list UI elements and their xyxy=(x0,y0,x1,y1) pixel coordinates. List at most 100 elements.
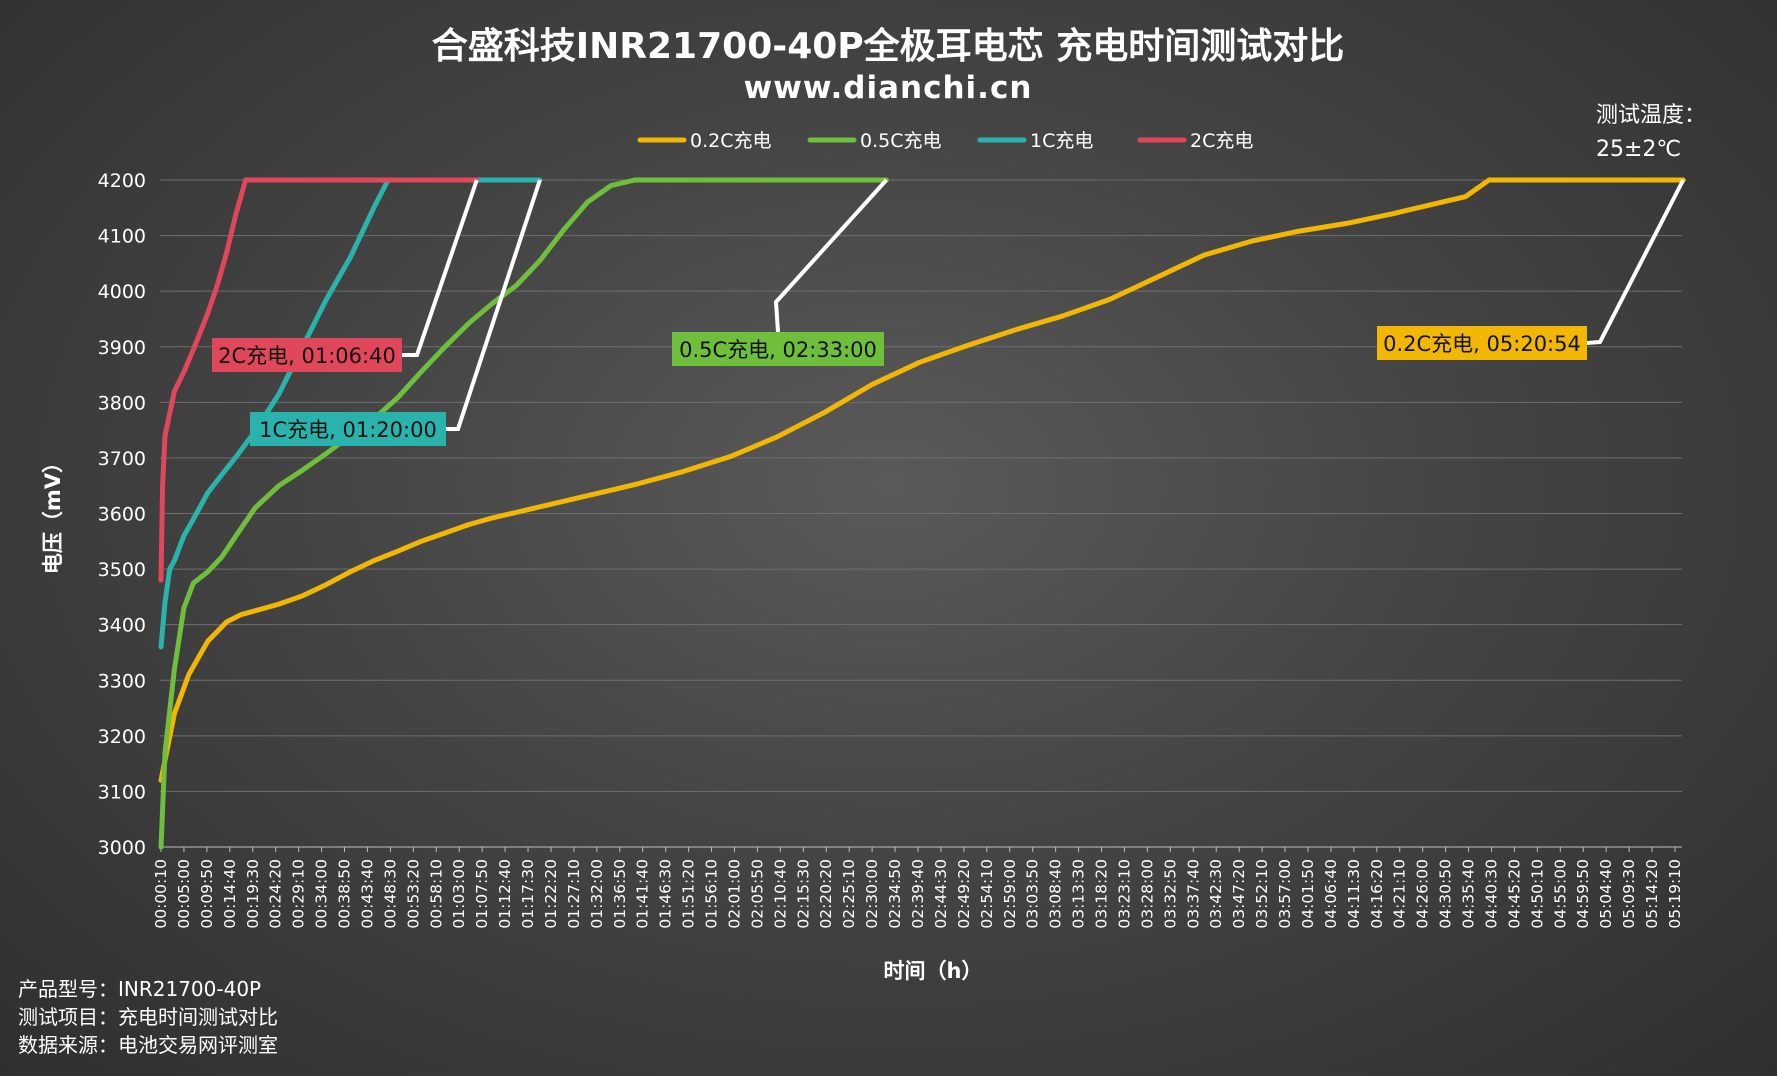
x-tick-label: 01:12:40 xyxy=(496,859,514,929)
x-tick-label: 01:03:00 xyxy=(450,859,468,929)
x-tick-label: 01:22:20 xyxy=(542,859,560,929)
x-tick-label: 04:21:10 xyxy=(1391,859,1409,929)
x-tick-label: 00:58:10 xyxy=(427,859,445,929)
callout-label-3: 0.2C充电, 05:20:54 xyxy=(1383,332,1581,356)
y-tick-label-3700: 3700 xyxy=(98,448,146,470)
y-axis-label: 电压（mV） xyxy=(41,452,65,574)
x-tick-label: 00:29:10 xyxy=(290,859,308,929)
x-tick-label: 00:43:40 xyxy=(358,859,376,929)
x-tick-label: 03:52:10 xyxy=(1253,859,1271,929)
x-tick-label: 01:17:30 xyxy=(519,859,537,929)
series-line-3 xyxy=(158,177,480,583)
callout-label-0: 2C充电, 01:06:40 xyxy=(218,344,396,368)
y-tick-label-3300: 3300 xyxy=(98,670,146,692)
x-tick-label: 00:05:00 xyxy=(175,859,193,929)
temperature-note-value: 25±2℃ xyxy=(1596,137,1681,162)
x-tick-label: 01:46:30 xyxy=(657,859,675,929)
y-axis-ticks: 3000 3100 3200 3300 3400 3500 3600 3700 3800 3900… xyxy=(98,170,146,859)
x-tick-label: 03:32:50 xyxy=(1161,859,1179,929)
y-tick-label-3100: 3100 xyxy=(98,781,146,803)
x-tick-label: 03:42:30 xyxy=(1207,859,1225,929)
x-tick-label: 03:47:20 xyxy=(1230,859,1248,929)
callout-label-2: 0.5C充电, 02:33:00 xyxy=(679,338,877,362)
y-tick-label-4200: 4200 xyxy=(98,170,146,192)
x-tick-label: 00:53:20 xyxy=(404,859,422,929)
x-tick-label: 05:19:10 xyxy=(1666,859,1684,929)
x-tick-label: 01:56:10 xyxy=(703,859,721,929)
x-tick-label: 01:27:10 xyxy=(565,859,583,929)
callouts: 2C充电, 01:06:40 1C充电, 01:20:00 0.5C充电, 02:3… xyxy=(212,178,1685,446)
footer-item: 测试项目：充电时间测试对比 xyxy=(18,1005,278,1029)
x-tick-label: 01:51:20 xyxy=(680,859,698,929)
x-axis-ticks: 00:00:10 00:05:00 00:09:50 00:14:40 00:19:30… xyxy=(152,847,1684,929)
x-tick-label: 04:40:30 xyxy=(1482,859,1500,929)
x-tick-label: 03:37:40 xyxy=(1184,859,1202,929)
callout-box-0 xyxy=(212,338,402,372)
callout-box-1 xyxy=(250,412,446,446)
callout-leader-1 xyxy=(446,179,542,431)
x-tick-label: 02:15:30 xyxy=(794,859,812,929)
x-tick-label: 02:25:10 xyxy=(840,859,858,929)
legend: 0.2C充电 0.5C充电 1C充电 2C充电 xyxy=(637,130,1253,152)
series-line-0 xyxy=(158,177,1686,783)
x-tick-label: 04:16:20 xyxy=(1368,859,1386,929)
y-tick-label-3000: 3000 xyxy=(98,837,146,859)
x-tick-label: 02:01:00 xyxy=(725,859,743,929)
x-tick-label: 04:06:40 xyxy=(1322,859,1340,929)
x-axis-label: 时间（h） xyxy=(884,959,983,983)
x-tick-label: 03:18:20 xyxy=(1093,859,1111,929)
x-tick-label: 03:13:30 xyxy=(1070,859,1088,929)
x-tick-label: 02:49:20 xyxy=(955,859,973,929)
x-tick-label: 00:00:10 xyxy=(152,859,170,929)
footer-model: 产品型号：INR21700-40P xyxy=(18,977,261,1001)
x-tick-label: 04:55:00 xyxy=(1551,859,1569,929)
legend-label-3: 2C充电 xyxy=(1190,130,1253,152)
y-tick-label-3400: 3400 xyxy=(98,615,146,637)
x-tick-label: 05:04:40 xyxy=(1597,859,1615,929)
x-tick-label: 04:30:50 xyxy=(1437,859,1455,929)
x-tick-label: 00:14:40 xyxy=(221,859,239,929)
x-tick-label: 03:23:10 xyxy=(1115,859,1133,929)
x-tick-label: 05:09:30 xyxy=(1620,859,1638,929)
y-tick-label-3900: 3900 xyxy=(98,337,146,359)
x-tick-label: 00:24:20 xyxy=(267,859,285,929)
x-tick-label: 01:41:40 xyxy=(634,859,652,929)
y-tick-label-4000: 4000 xyxy=(98,281,146,303)
x-tick-label: 03:08:40 xyxy=(1047,859,1065,929)
x-tick-label: 01:07:50 xyxy=(473,859,491,929)
x-tick-label: 00:48:30 xyxy=(381,859,399,929)
x-tick-label: 02:10:40 xyxy=(771,859,789,929)
x-tick-label: 00:38:50 xyxy=(336,859,354,929)
x-tick-label: 02:44:30 xyxy=(932,859,950,929)
x-tick-label: 02:54:10 xyxy=(978,859,996,929)
callout-label-1: 1C充电, 01:20:00 xyxy=(259,418,437,442)
x-tick-label: 04:01:50 xyxy=(1299,859,1317,929)
x-tick-label: 02:34:50 xyxy=(886,859,904,929)
chart-title: 合盛科技INR21700-40P全极耳电芯 充电时间测试对比 xyxy=(432,25,1344,67)
series-layer xyxy=(158,177,1686,850)
callout-leader-0 xyxy=(402,179,479,357)
temperature-note-label: 测试温度： xyxy=(1596,103,1706,128)
callout-box-2 xyxy=(672,332,884,366)
x-tick-label: 04:50:10 xyxy=(1528,859,1546,929)
y-tick-label-3600: 3600 xyxy=(98,504,146,526)
x-tick-label: 00:19:30 xyxy=(244,859,262,929)
footer-source: 数据来源：电池交易网评测室 xyxy=(18,1033,278,1057)
x-tick-label: 01:36:50 xyxy=(611,859,629,929)
legend-label-0: 0.2C充电 xyxy=(690,130,771,152)
x-tick-label: 03:28:00 xyxy=(1138,859,1156,929)
chart-subtitle: www.dianchi.cn xyxy=(744,70,1033,106)
x-tick-label: 00:34:00 xyxy=(313,859,331,929)
x-tick-label: 02:20:20 xyxy=(817,859,835,929)
x-tick-label: 00:09:50 xyxy=(198,859,216,929)
y-tick-label-3800: 3800 xyxy=(98,392,146,414)
y-tick-label-3200: 3200 xyxy=(98,726,146,748)
callout-leader-2 xyxy=(773,178,888,333)
callout-leader-3 xyxy=(1586,179,1685,345)
x-tick-label: 04:35:40 xyxy=(1460,859,1478,929)
x-tick-label: 04:45:20 xyxy=(1505,859,1523,929)
legend-label-1: 0.5C充电 xyxy=(860,130,941,152)
x-tick-label: 04:59:50 xyxy=(1574,859,1592,929)
x-tick-label: 02:30:00 xyxy=(863,859,881,929)
